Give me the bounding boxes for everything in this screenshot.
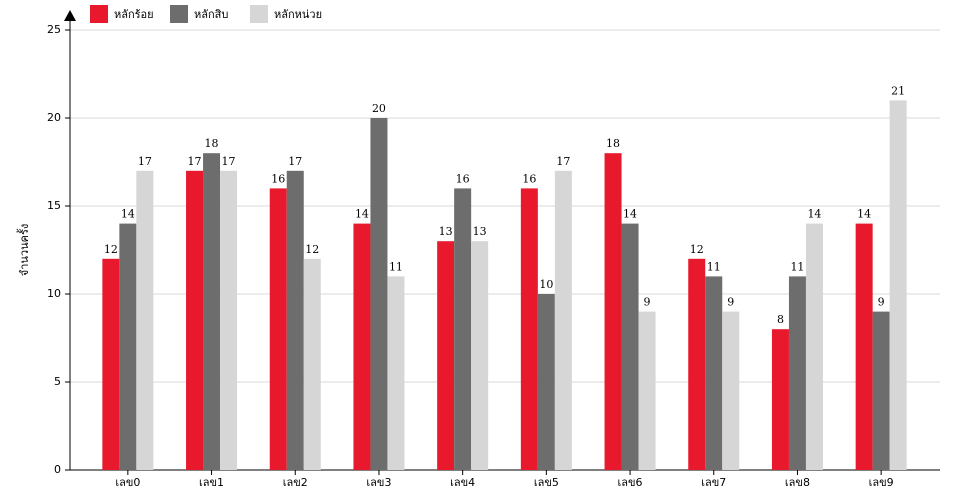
value-label: 9: [878, 296, 885, 309]
value-label: 20: [372, 102, 386, 115]
value-label: 11: [790, 260, 804, 273]
bar: [604, 153, 622, 470]
y-tick-label: 5: [54, 375, 61, 388]
bar: [203, 153, 221, 470]
bar: [102, 258, 120, 470]
value-label: 14: [857, 208, 871, 221]
x-tick-label: เลข1: [199, 476, 224, 489]
bar: [387, 276, 405, 470]
bar: [621, 223, 639, 470]
value-label: 9: [644, 296, 651, 309]
value-label: 10: [539, 278, 553, 291]
bar: [454, 188, 472, 470]
legend-label: หลักสิบ: [194, 8, 228, 21]
value-label: 17: [138, 155, 152, 168]
bar: [788, 276, 806, 470]
value-label: 14: [807, 208, 821, 221]
x-tick-label: เลข6: [618, 476, 643, 489]
value-label: 18: [205, 137, 219, 150]
legend-label: หลักหน่วย: [274, 8, 322, 21]
legend-swatch: [250, 5, 268, 23]
value-label: 8: [777, 313, 784, 326]
bar: [353, 223, 371, 470]
y-tick-label: 25: [47, 23, 61, 36]
bar: [303, 258, 321, 470]
x-tick-label: เลข9: [869, 476, 894, 489]
bar: [286, 170, 304, 471]
x-tick-label: เลข3: [366, 476, 391, 489]
bar: [705, 276, 723, 470]
bar: [554, 170, 572, 471]
value-label: 21: [891, 84, 905, 97]
y-tick-label: 15: [47, 199, 61, 212]
bar: [136, 170, 154, 471]
value-label: 11: [389, 260, 403, 273]
value-label: 13: [439, 225, 453, 238]
bar: [889, 100, 907, 471]
value-label: 14: [355, 208, 369, 221]
x-tick-label: เลข8: [785, 476, 810, 489]
value-label: 17: [222, 155, 236, 168]
bar: [771, 329, 789, 470]
value-label: 16: [271, 172, 285, 185]
bar: [722, 311, 740, 470]
y-tick-label: 10: [47, 287, 61, 300]
bar: [119, 223, 137, 470]
bar: [872, 311, 890, 470]
bar: [688, 258, 706, 470]
bar: [855, 223, 873, 470]
bar: [370, 118, 388, 470]
x-tick-label: เลข4: [450, 476, 475, 489]
x-tick-label: เลข0: [115, 476, 140, 489]
value-label: 17: [556, 155, 570, 168]
value-label: 13: [473, 225, 487, 238]
bar: [269, 188, 287, 470]
value-label: 9: [727, 296, 734, 309]
value-label: 12: [690, 243, 704, 256]
legend-swatch: [170, 5, 188, 23]
value-label: 18: [606, 137, 620, 150]
x-tick-label: เลข2: [283, 476, 308, 489]
bar: [537, 294, 555, 470]
value-label: 12: [104, 243, 118, 256]
y-tick-label: 0: [54, 463, 61, 476]
y-tick-label: 20: [47, 111, 61, 124]
value-label: 16: [522, 172, 536, 185]
x-tick-label: เลข7: [701, 476, 726, 489]
value-label: 16: [456, 172, 470, 185]
bar: [520, 188, 538, 470]
value-label: 14: [121, 208, 135, 221]
value-label: 14: [623, 208, 637, 221]
bar: [186, 170, 204, 471]
bar: [471, 241, 489, 470]
y-axis-label: จำนวนครั้ง: [16, 224, 31, 276]
x-tick-label: เลข5: [534, 476, 559, 489]
bar: [805, 223, 823, 470]
value-label: 17: [288, 155, 302, 168]
legend-label: หลักร้อย: [114, 8, 154, 21]
value-label: 17: [188, 155, 202, 168]
bar: [220, 170, 238, 471]
legend-swatch: [90, 5, 108, 23]
value-label: 11: [707, 260, 721, 273]
value-label: 12: [305, 243, 319, 256]
bar: [638, 311, 656, 470]
bar: [437, 241, 455, 470]
